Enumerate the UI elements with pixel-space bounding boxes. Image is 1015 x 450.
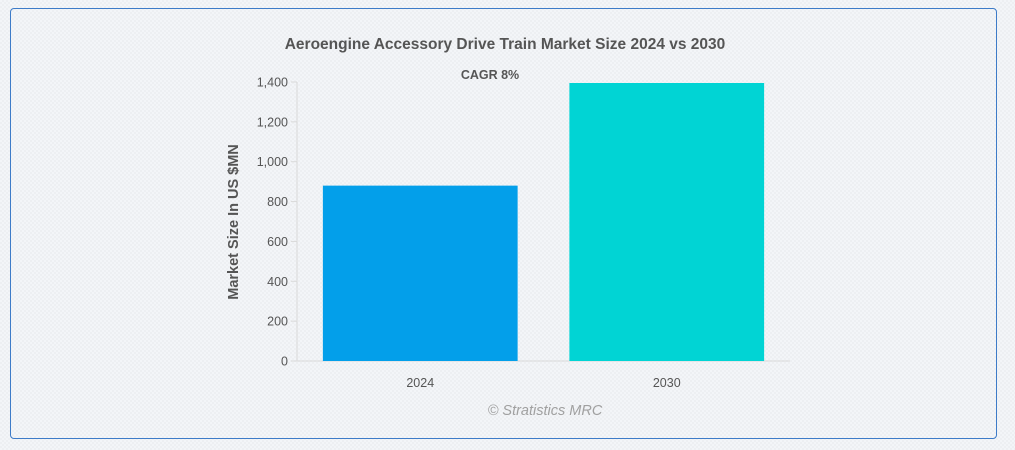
- y-tick-label: 0: [281, 355, 288, 369]
- y-tick-label: 1,000: [257, 155, 288, 169]
- y-tick-label: 1,200: [257, 115, 288, 129]
- x-tick-label: 2024: [406, 376, 434, 390]
- y-tick-label: 200: [267, 315, 288, 329]
- bar-2024: [322, 185, 518, 361]
- x-tick-label: 2030: [653, 376, 681, 390]
- chart-frame: [10, 8, 997, 439]
- chart-title: Aeroengine Accessory Drive Train Market …: [285, 36, 726, 53]
- y-tick-label: 600: [267, 235, 288, 249]
- credit-watermark: © Stratistics MRC: [488, 403, 603, 419]
- bar-2030: [569, 82, 765, 361]
- x-axis-ticks: 2024 2030: [406, 376, 680, 390]
- y-tick-label: 800: [267, 195, 288, 209]
- y-tick-label: 400: [267, 275, 288, 289]
- y-tick-label: 1,400: [257, 76, 288, 90]
- bars: [322, 82, 765, 361]
- y-axis-ticks: 0 200 400 600 800 1,000 1,200 1,400: [257, 76, 297, 369]
- cagr-annotation: CAGR 8%: [461, 68, 519, 82]
- y-axis-label: Market Size In US $MN: [226, 144, 242, 300]
